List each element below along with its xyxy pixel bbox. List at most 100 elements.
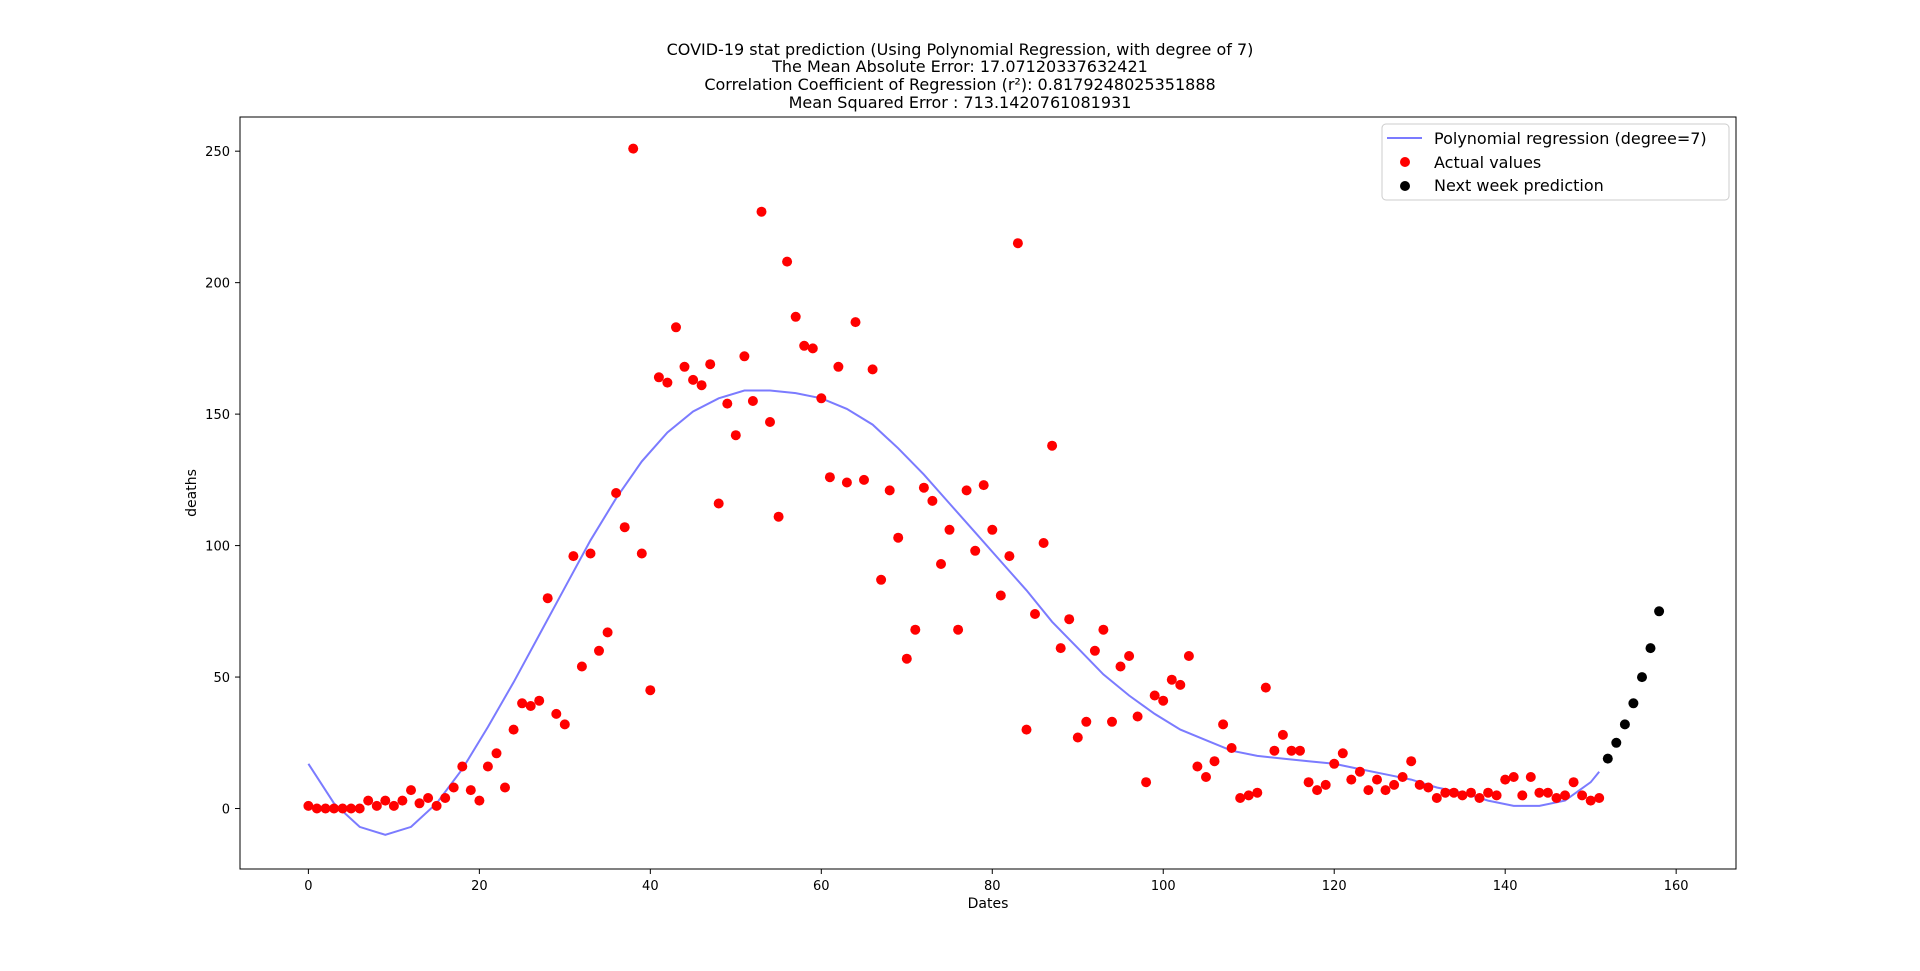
series-layer — [303, 143, 1665, 836]
actual-value-point — [978, 480, 989, 491]
legend-label-prediction: Next week prediction — [1434, 176, 1604, 195]
actual-value-point — [807, 343, 818, 354]
actual-value-point — [585, 548, 596, 559]
actual-value-point — [859, 474, 869, 485]
y-tick-label: 150 — [205, 408, 230, 423]
actual-value-point — [645, 685, 656, 696]
actual-value-point — [1551, 793, 1562, 803]
actual-value-point — [311, 803, 322, 814]
chart-subtitle-mae: The Mean Absolute Error: 17.071203376324… — [771, 57, 1148, 76]
actual-value-point — [1380, 785, 1391, 796]
actual-value-point — [1389, 779, 1400, 790]
prediction-point — [1637, 672, 1647, 683]
x-tick-label: 20 — [471, 879, 488, 894]
actual-value-point — [1192, 761, 1203, 772]
actual-value-point — [474, 795, 485, 806]
actual-value-point — [876, 574, 887, 585]
actual-value-point — [790, 311, 801, 322]
actual-value-point — [893, 532, 904, 543]
actual-value-point — [1226, 743, 1237, 753]
actual-value-point — [457, 761, 468, 772]
actual-value-point — [1209, 756, 1220, 767]
actual-value-point — [944, 524, 955, 535]
actual-value-point — [303, 800, 314, 811]
actual-value-point — [679, 361, 690, 372]
legend: Polynomial regression (degree=7) Actual … — [1381, 123, 1730, 201]
actual-value-point — [1585, 795, 1596, 806]
actual-value-point — [388, 800, 399, 811]
actual-value-point — [329, 803, 339, 814]
actual-value-point — [1397, 772, 1408, 782]
y-axis: 0 50 100 150 200 250 — [205, 145, 240, 818]
actual-value-point — [1107, 716, 1117, 727]
actual-value-point — [525, 701, 536, 711]
x-tick-label: 40 — [642, 879, 659, 894]
actual-value-point — [1124, 651, 1135, 661]
actual-value-point — [1260, 682, 1271, 693]
actual-value-point — [380, 795, 391, 806]
actual-value-point — [936, 559, 946, 569]
actual-value-point — [782, 256, 793, 267]
actual-value-point — [611, 488, 622, 498]
actual-value-point — [1149, 690, 1160, 701]
actual-value-point — [1568, 777, 1579, 788]
actual-value-point — [1372, 774, 1382, 785]
actual-value-point — [1047, 440, 1058, 451]
legend-red-dot — [1400, 157, 1410, 167]
actual-value-point — [354, 803, 365, 814]
actual-value-point — [722, 398, 733, 409]
actual-value-point — [1269, 745, 1280, 756]
actual-value-point — [1064, 614, 1075, 625]
actual-value-point — [1329, 758, 1340, 769]
actual-value-point — [799, 340, 810, 351]
actual-value-point — [508, 724, 519, 735]
actual-value-point — [1525, 772, 1536, 782]
actual-value-point — [953, 624, 964, 635]
actual-value-point — [371, 800, 382, 811]
actual-value-point — [1183, 651, 1194, 661]
actual-value-point — [970, 545, 981, 556]
y-tick-label: 200 — [205, 277, 230, 292]
actual-value-point — [1312, 785, 1323, 796]
actual-value-point — [1175, 679, 1186, 690]
actual-value-point — [363, 795, 374, 806]
actual-value-point — [551, 708, 562, 719]
actual-value-point — [517, 698, 528, 709]
actual-value-point — [465, 785, 476, 796]
actual-value-point — [542, 593, 553, 604]
actual-value-point — [1243, 790, 1254, 801]
actual-value-point — [1218, 719, 1229, 730]
prediction-point — [1654, 606, 1665, 617]
actual-value-point — [987, 524, 998, 535]
actual-value-point — [1508, 772, 1519, 782]
legend-black-dot — [1400, 181, 1410, 191]
actual-value-point — [397, 795, 408, 806]
actual-value-point — [594, 645, 604, 656]
x-tick-label: 100 — [1151, 879, 1176, 894]
actual-value-point — [841, 477, 852, 488]
actual-value-point — [1303, 777, 1314, 788]
prediction-point — [1628, 698, 1639, 709]
actual-value-point — [1252, 787, 1263, 798]
actual-value-point — [1098, 624, 1109, 635]
actual-value-point — [500, 782, 510, 793]
chart-title: COVID-19 stat prediction (Using Polynomi… — [667, 40, 1254, 112]
actual-value-point — [739, 351, 750, 362]
actual-value-point — [1448, 787, 1459, 798]
actual-value-point — [1012, 238, 1023, 249]
actual-value-point — [1141, 777, 1152, 788]
actual-value-point — [1517, 790, 1528, 801]
actual-value-point — [867, 364, 878, 375]
actual-value-point — [1346, 774, 1357, 785]
actual-value-point — [414, 798, 425, 809]
actual-value-point — [1414, 779, 1425, 790]
x-axis-label: Dates — [968, 896, 1009, 912]
actual-value-point — [747, 396, 758, 406]
actual-value-point — [1166, 674, 1177, 685]
y-tick-label: 0 — [222, 803, 230, 818]
actual-value-point — [1440, 787, 1451, 798]
actual-value-point — [1021, 724, 1032, 735]
actual-value-point — [995, 590, 1006, 601]
actual-value-point — [320, 803, 331, 814]
